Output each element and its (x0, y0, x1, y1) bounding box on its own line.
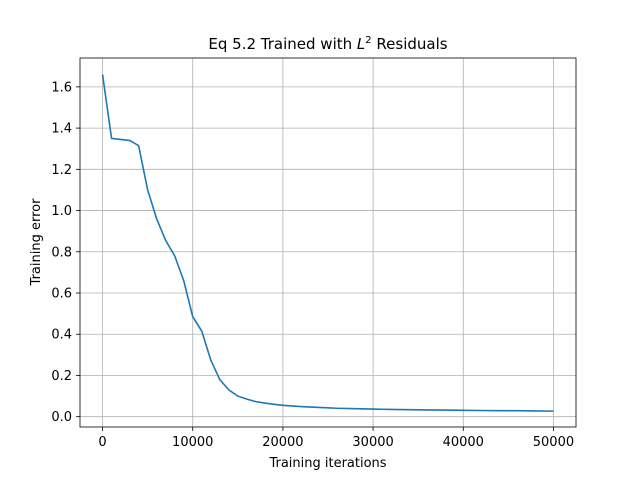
y-tick-label: 1.0 (51, 204, 72, 219)
y-tick-label: 1.2 (51, 163, 72, 178)
y-tick-label: 0.4 (51, 328, 72, 343)
y-tick-label: 1.4 (51, 122, 72, 137)
plot-frame (79, 57, 577, 428)
y-tick-label: 0.8 (51, 245, 72, 260)
chart-title: Eq 5.2 Trained with L2 Residuals (208, 35, 447, 53)
y-tick-label: 0.2 (51, 369, 72, 384)
y-tick-label: 0.6 (51, 287, 72, 302)
y-tick-label: 0.0 (51, 410, 72, 425)
y-tick-label: 1.6 (51, 80, 72, 95)
series-line-training-error (101, 74, 554, 412)
x-tick-label: 10000 (172, 435, 213, 450)
x-tick-label: 40000 (443, 435, 484, 450)
grid-lines (80, 58, 576, 427)
x-axis-label: Training iterations (268, 456, 386, 471)
y-axis-ticks: 0.0 0.2 0.4 0.6 0.8 1.0 1.2 1.4 1.6 (51, 80, 80, 425)
x-axis-ticks: 0 10000 20000 30000 40000 50000 (98, 427, 574, 450)
y-axis-label: Training error (29, 198, 44, 287)
x-tick-label: 50000 (533, 435, 574, 450)
x-tick-label: 0 (98, 435, 106, 450)
series-layer (101, 74, 554, 412)
x-tick-label: 20000 (262, 435, 303, 450)
x-tick-label: 30000 (352, 435, 393, 450)
